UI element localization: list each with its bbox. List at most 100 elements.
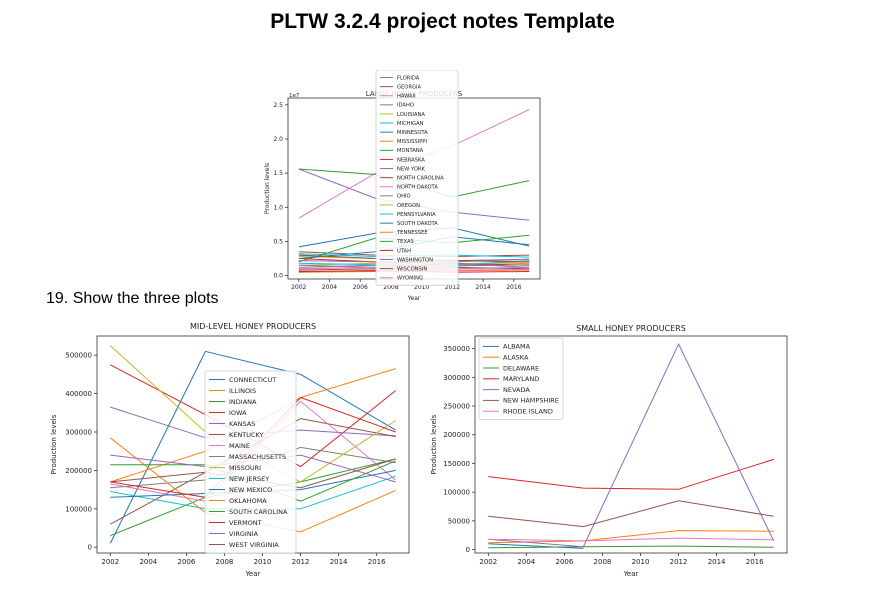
x-tick-label: 2014 — [708, 558, 726, 566]
legend-entry: NEBRASKA — [397, 157, 425, 163]
legend: CONNECTICUT ILLINOIS INDIANA IOWA KANSAS KENT… — [204, 370, 297, 554]
legend-entry: VERMONT — [229, 519, 262, 527]
series-line-new-hampshire — [488, 500, 774, 528]
x-tick-label: 2010 — [632, 558, 650, 566]
x-axis-label: Year — [245, 570, 261, 578]
y-tick-label: 1.5 — [273, 170, 283, 177]
legend-entry: DELAWARE — [503, 364, 539, 372]
x-tick-label: 2016 — [368, 558, 386, 566]
legend-entry: TEXAS — [396, 239, 414, 245]
y-tick-label: 50000 — [448, 517, 470, 525]
x-tick-label: 2006 — [178, 558, 196, 566]
legend-entry: NORTH DAKOTA — [397, 185, 438, 191]
x-tick-label: 2006 — [353, 284, 368, 291]
y-tick-label: 250000 — [443, 402, 470, 410]
x-tick-label: 2002 — [101, 558, 119, 566]
legend-entry: NORTH CAROLINA — [397, 175, 444, 181]
legend-entry: ALBAMA — [503, 343, 531, 351]
legend-entry: IDAHO — [397, 103, 414, 109]
series-line-maryland — [488, 458, 774, 490]
x-axis-label: Year — [623, 570, 639, 578]
x-tick-label: 2004 — [139, 558, 157, 566]
y-tick-label: 2.0 — [273, 136, 283, 143]
y-tick-label: 400000 — [65, 390, 92, 398]
y-tick-label: 350000 — [443, 345, 470, 353]
legend-entry: UTAH — [397, 248, 411, 254]
y-offset-label: 1e7 — [289, 93, 300, 99]
legend-entry: SOUTH DAKOTA — [397, 221, 438, 227]
x-tick-label: 2008 — [216, 558, 234, 566]
legend-entry: MONTANA — [397, 148, 424, 154]
y-tick-label: 300000 — [443, 374, 470, 382]
x-tick-label: 2014 — [330, 558, 348, 566]
x-tick-label: 2008 — [594, 558, 612, 566]
series-line-alaska — [488, 530, 774, 544]
y-tick-label: 500000 — [65, 352, 92, 360]
x-tick-label: 2002 — [291, 284, 306, 291]
plot-frame — [474, 335, 788, 554]
slide-caption: 19. Show the three plots — [46, 290, 219, 307]
y-tick-label: 0.5 — [273, 239, 283, 246]
legend-entry: VIRGINIA — [229, 530, 259, 538]
y-tick-label: 300000 — [65, 428, 92, 436]
legend-entry: ILLINOIS — [229, 387, 256, 395]
x-tick-label: 2016 — [746, 558, 764, 566]
x-tick-label: 2010 — [254, 558, 272, 566]
large-producers-chart: LARGE HONEY PRODUCERS2002200420062008201… — [264, 70, 541, 302]
legend-entry: MICHIGAN — [397, 121, 424, 127]
series-line-connecticut — [109, 350, 396, 544]
y-axis-label: Production levels — [264, 163, 271, 214]
x-tick-label: 2004 — [322, 284, 337, 291]
legend-entry: ALASKA — [503, 353, 529, 361]
series-lines — [488, 342, 775, 549]
legend-entry: KANSAS — [229, 420, 255, 428]
y-tick-label: 100000 — [443, 489, 470, 497]
chart-title: MID-LEVEL HONEY PRODUCERS — [190, 322, 316, 331]
y-axis-label: Production levels — [430, 414, 438, 474]
legend-entry: WASHINGTON — [397, 257, 433, 263]
legend-box — [204, 370, 297, 554]
y-tick-label: 200000 — [443, 431, 470, 439]
legend-entry: OHIO — [397, 194, 411, 200]
legend-entry: LOUISIANA — [397, 112, 425, 118]
legend-entry: PENNSYLVANIA — [397, 212, 436, 218]
legend-entry: MISSISSIPPI — [397, 139, 427, 145]
legend-entry: INDIANA — [229, 398, 257, 406]
legend-entry: RHODE ISLAND — [503, 407, 553, 415]
x-tick-label: 2008 — [383, 284, 398, 291]
legend: FLORIDA GEORGIA HAWAII IDAHO LOUISIANA MICHIG… — [375, 70, 459, 286]
slide-title: PLTW 3.2.4 project notes Template — [270, 10, 615, 33]
x-axis-label: Year — [407, 295, 421, 302]
y-tick-label: 0 — [466, 546, 470, 554]
legend-entry: WEST VIRGINIA — [229, 541, 279, 549]
legend-entry: SOUTH CAROLINA — [229, 508, 288, 516]
legend-entry: TENNESSEE — [396, 230, 428, 236]
legend-entry: CONNECTICUT — [229, 376, 276, 384]
y-tick-label: 150000 — [443, 460, 470, 468]
x-tick-label: 2016 — [506, 284, 521, 291]
small-producers-chart: SMALL HONEY PRODUCERS 2002 2004 2006 2008 201… — [430, 324, 788, 578]
y-tick-label: 100000 — [65, 505, 92, 513]
y-tick-label: 1.0 — [273, 204, 283, 211]
x-tick-label: 2006 — [556, 558, 574, 566]
x-tick-label: 2012 — [445, 284, 460, 291]
y-tick-label: 0 — [88, 544, 92, 552]
legend-entry: NEVADA — [503, 386, 530, 394]
legend-entry: NEW JERSEY — [229, 475, 269, 483]
x-tick-label: 2004 — [517, 558, 535, 566]
x-tick-label: 2002 — [479, 558, 497, 566]
legend-entry: WISCONSIN — [397, 266, 427, 272]
legend-entry: HAWAII — [397, 94, 416, 100]
legend-entry: WYOMING — [397, 276, 423, 282]
series-line-delaware — [488, 545, 774, 549]
legend-entry: MASSACHUSETTS — [229, 453, 286, 461]
legend-entry: MARYLAND — [503, 375, 539, 383]
x-tick-label: 2014 — [476, 284, 491, 291]
legend-box — [375, 70, 459, 286]
series-line-nevada — [488, 342, 775, 548]
x-tick-label: 2012 — [670, 558, 688, 566]
x-tick-label: 2010 — [414, 284, 429, 291]
legend-entry: MISSOURI — [229, 464, 261, 472]
y-tick-label: 0.0 — [273, 273, 283, 280]
legend-entry: IOWA — [229, 409, 247, 417]
